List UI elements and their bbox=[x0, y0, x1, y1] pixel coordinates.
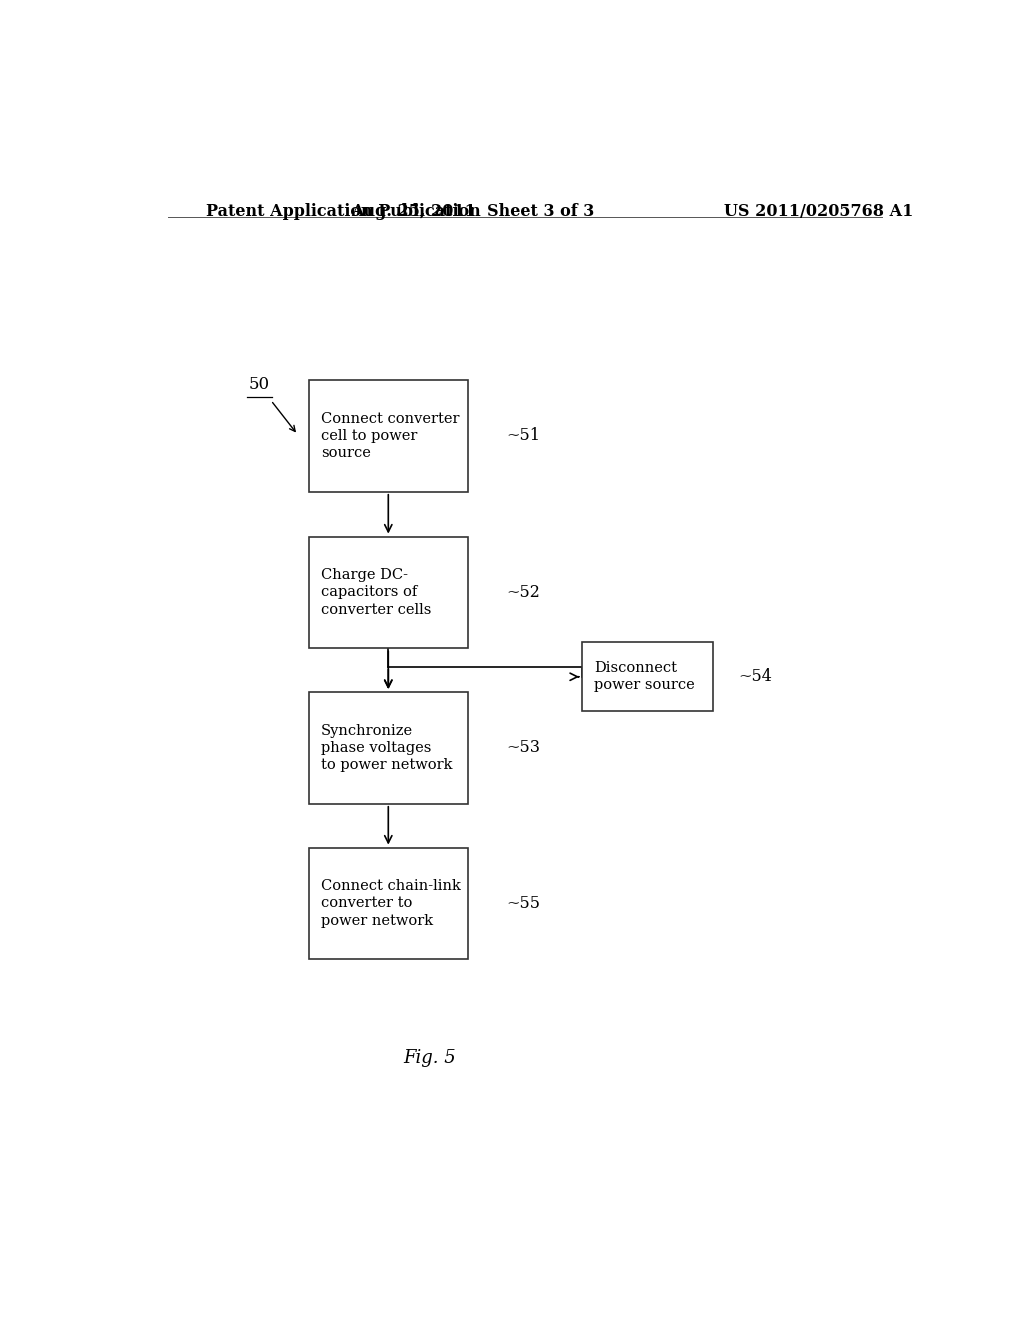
Text: Patent Application Publication: Patent Application Publication bbox=[206, 203, 480, 220]
Text: Connect chain-link
converter to
power network: Connect chain-link converter to power ne… bbox=[321, 879, 461, 928]
Text: US 2011/0205768 A1: US 2011/0205768 A1 bbox=[724, 203, 913, 220]
FancyBboxPatch shape bbox=[309, 692, 468, 804]
Text: ~54: ~54 bbox=[738, 668, 772, 685]
Text: 50: 50 bbox=[249, 376, 269, 392]
FancyBboxPatch shape bbox=[309, 536, 468, 648]
Text: ~52: ~52 bbox=[506, 583, 540, 601]
Text: Aug. 25, 2011  Sheet 3 of 3: Aug. 25, 2011 Sheet 3 of 3 bbox=[351, 203, 595, 220]
Text: Synchronize
phase voltages
to power network: Synchronize phase voltages to power netw… bbox=[321, 723, 453, 772]
FancyBboxPatch shape bbox=[582, 643, 713, 711]
FancyBboxPatch shape bbox=[309, 380, 468, 492]
Text: ~55: ~55 bbox=[506, 895, 540, 912]
Text: Fig. 5: Fig. 5 bbox=[403, 1049, 456, 1067]
Text: Charge DC-
capacitors of
converter cells: Charge DC- capacitors of converter cells bbox=[321, 568, 431, 616]
Text: ~53: ~53 bbox=[506, 739, 540, 756]
Text: Connect converter
cell to power
source: Connect converter cell to power source bbox=[321, 412, 460, 461]
Text: Disconnect
power source: Disconnect power source bbox=[594, 661, 694, 693]
Text: ~51: ~51 bbox=[506, 428, 540, 445]
FancyBboxPatch shape bbox=[309, 847, 468, 960]
